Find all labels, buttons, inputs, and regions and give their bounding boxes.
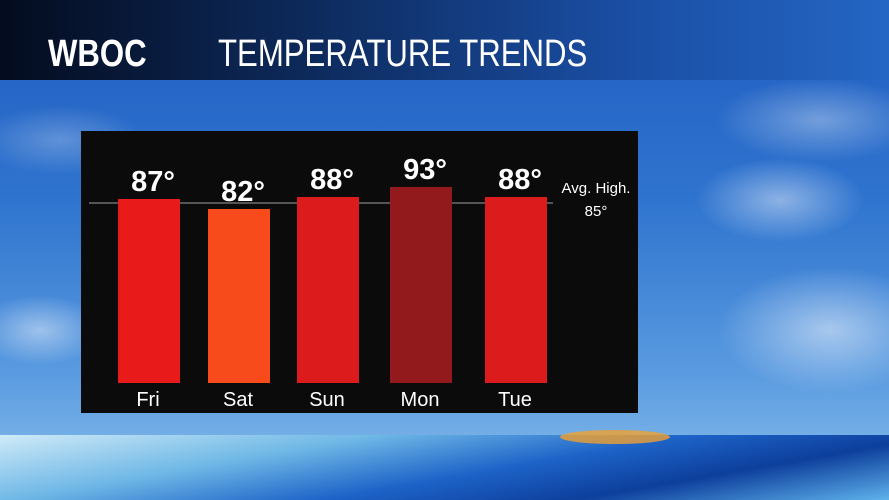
decorative-glow (560, 430, 670, 444)
bar-sat (208, 209, 270, 383)
value-label-mon: 93° (403, 154, 447, 186)
bar-fri (118, 199, 180, 383)
category-label-sat: Sat (223, 389, 253, 411)
category-label-sun: Sun (309, 389, 345, 411)
bar-sun (297, 197, 359, 383)
value-label-sun: 88° (310, 164, 354, 196)
avg-high-value: 85° (585, 203, 608, 220)
value-label-tue: 88° (498, 164, 542, 196)
category-label-fri: Fri (136, 389, 159, 411)
avg-high-label: Avg. High. (562, 180, 631, 197)
decorative-swoosh (0, 435, 889, 500)
bar-tue (485, 197, 547, 383)
value-label-sat: 82° (221, 176, 265, 208)
header-bar: WBOC TEMPERATURE TRENDS (0, 0, 889, 80)
value-label-fri: 87° (131, 166, 175, 198)
bar-mon (390, 187, 452, 383)
page-title: TEMPERATURE TRENDS (218, 33, 588, 75)
category-label-mon: Mon (401, 389, 440, 411)
station-logo: WBOC (48, 33, 147, 75)
category-label-tue: Tue (498, 389, 532, 411)
